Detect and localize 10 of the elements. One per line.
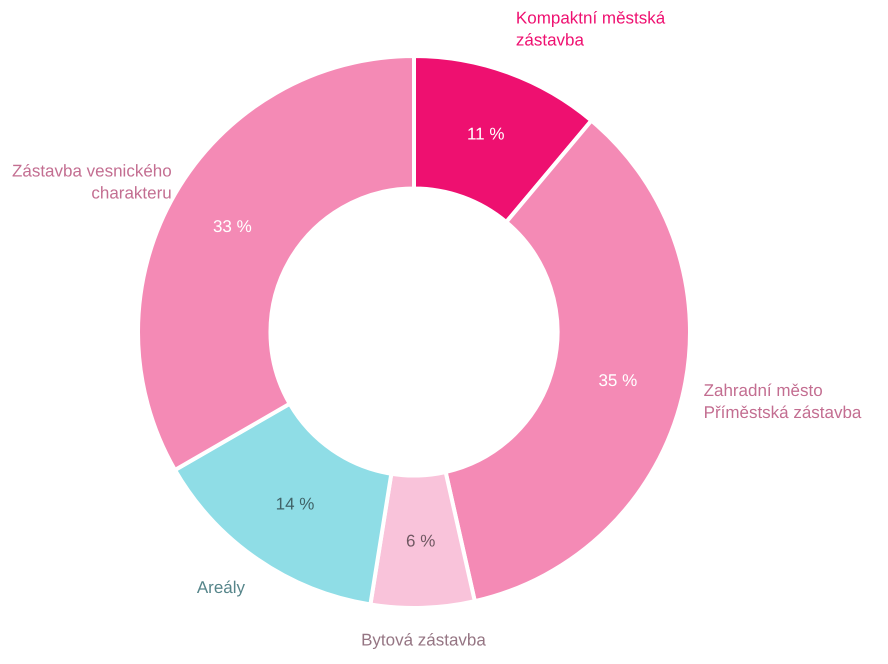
slice-label: Kompaktní městská zástavba [516, 8, 666, 50]
slice-label: Areály [196, 578, 246, 598]
data-label: 35 % [598, 371, 638, 390]
data-label: 11 % [466, 124, 504, 144]
data-label: 6 % [406, 531, 436, 550]
slice-label: Zahradní město Příměstská zástavba [704, 380, 862, 422]
slice-label: Zástavba vesnického charakteru [12, 162, 172, 203]
data-label: 33 % [212, 216, 252, 236]
data-label: 14 % [276, 494, 314, 514]
slice-label: Bytová zástavba [361, 630, 486, 650]
